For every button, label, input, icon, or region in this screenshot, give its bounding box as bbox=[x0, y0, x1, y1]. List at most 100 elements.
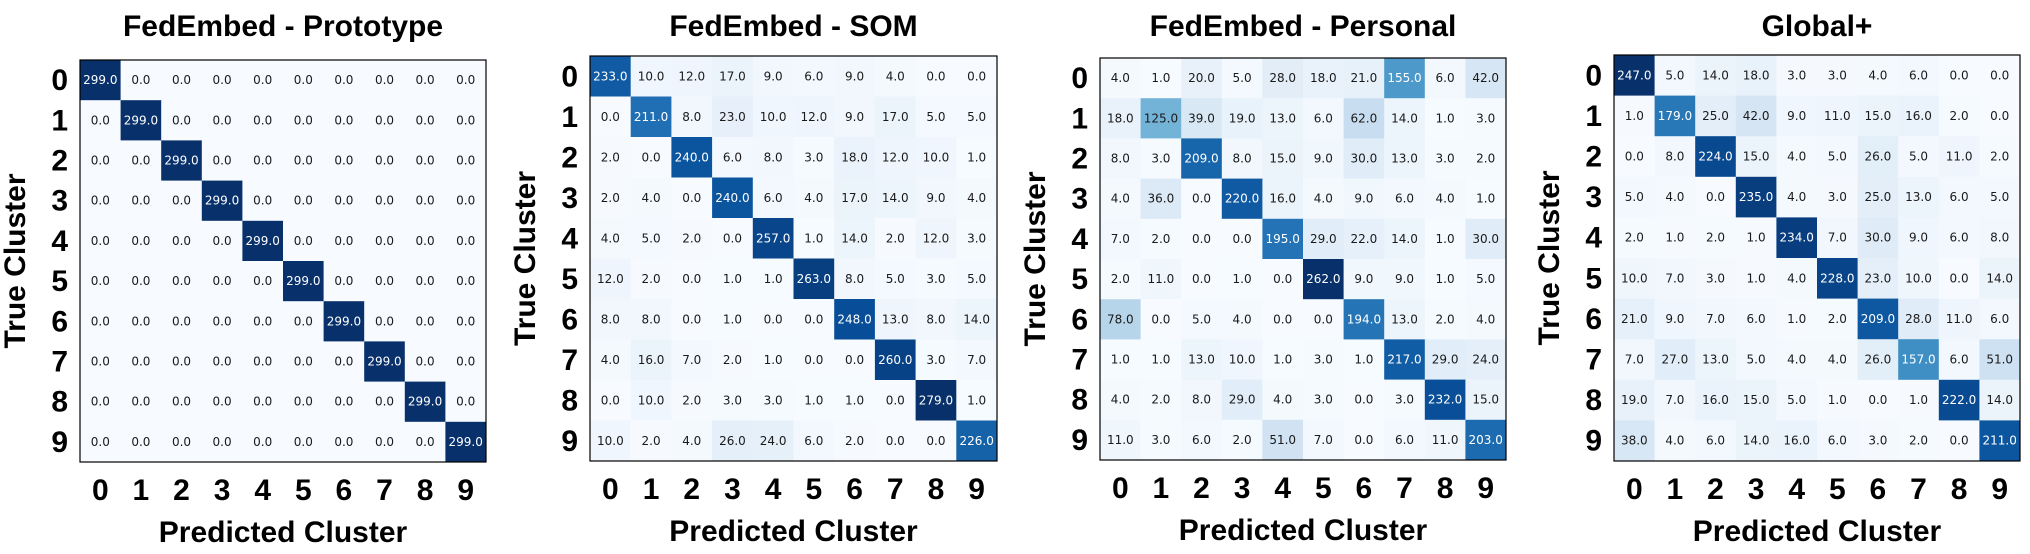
heatmap-cell bbox=[1221, 218, 1263, 260]
heatmap-cell bbox=[1735, 217, 1777, 259]
x-tick-label: 6 bbox=[336, 474, 353, 507]
cell-label: 1.0 bbox=[1747, 271, 1766, 285]
heatmap-cell bbox=[752, 137, 794, 178]
cell-label: 10.0 bbox=[1621, 271, 1648, 285]
heatmap-cell bbox=[712, 258, 754, 300]
heatmap-cell bbox=[834, 380, 876, 421]
cell-label: 0.0 bbox=[682, 191, 701, 205]
cell-label: 0.0 bbox=[294, 113, 313, 127]
cell-label: 8.0 bbox=[601, 312, 620, 326]
cell-label: 9.0 bbox=[764, 69, 783, 83]
cell-label: 5.0 bbox=[1233, 71, 1252, 85]
heatmap-cell bbox=[671, 380, 713, 421]
cell-label: 6.0 bbox=[1192, 433, 1211, 447]
heatmap-cell bbox=[80, 60, 122, 101]
cell-label: 247.0 bbox=[1617, 68, 1651, 82]
cell-label: 240.0 bbox=[715, 191, 749, 205]
heatmap-cell bbox=[712, 299, 754, 340]
heatmap-cell bbox=[445, 180, 487, 222]
cell-label: 7.0 bbox=[1314, 433, 1333, 447]
heatmap-cell bbox=[242, 140, 284, 182]
heatmap-cell bbox=[1776, 298, 1818, 340]
cell-label: 1.0 bbox=[1233, 272, 1252, 286]
heatmap-cell bbox=[793, 137, 835, 178]
cell-label: 1.0 bbox=[1273, 353, 1292, 367]
cell-label: 0.0 bbox=[253, 355, 272, 369]
heatmap-cell bbox=[1181, 379, 1223, 421]
heatmap-cell bbox=[1140, 339, 1182, 381]
cell-label: 0.0 bbox=[294, 395, 313, 409]
heatmap-cell bbox=[590, 339, 632, 381]
cell-label: 23.0 bbox=[1865, 271, 1892, 285]
heatmap-cell bbox=[630, 258, 672, 300]
cell-label: 0.0 bbox=[967, 69, 986, 83]
cell-label: 15.0 bbox=[1472, 393, 1499, 407]
heatmap-cell bbox=[630, 339, 672, 381]
cell-label: 11.0 bbox=[1946, 150, 1973, 164]
cell-label: 15.0 bbox=[1743, 393, 1770, 407]
cell-label: 10.0 bbox=[597, 434, 624, 448]
cell-label: 0.0 bbox=[91, 355, 110, 369]
cell-label: 0.0 bbox=[334, 435, 353, 449]
heatmap-cell bbox=[1424, 138, 1466, 180]
heatmap-cell bbox=[201, 180, 243, 222]
cell-label: 30.0 bbox=[1472, 232, 1499, 246]
cell-label: 228.0 bbox=[1820, 271, 1854, 285]
heatmap-cell bbox=[793, 258, 835, 300]
cell-label: 13.0 bbox=[1702, 353, 1729, 367]
heatmap-cell bbox=[834, 137, 876, 178]
heatmap-cell bbox=[590, 137, 632, 178]
heatmap-cell bbox=[1221, 259, 1263, 300]
cell-label: 2.0 bbox=[1990, 150, 2009, 164]
heatmap-cell bbox=[874, 56, 917, 97]
cell-label: 8.0 bbox=[682, 110, 701, 124]
heatmap-cell bbox=[80, 220, 122, 262]
cell-label: 0.0 bbox=[375, 395, 394, 409]
cell-label: 18.0 bbox=[1743, 68, 1770, 82]
heatmap-cell bbox=[1938, 339, 1980, 381]
cell-label: 0.0 bbox=[172, 355, 191, 369]
cell-label: 0.0 bbox=[253, 194, 272, 208]
cell-label: 5.0 bbox=[1625, 190, 1644, 204]
heatmap-cell bbox=[1898, 55, 1940, 97]
heatmap-cell bbox=[120, 60, 162, 101]
x-axis-label: Predicted Cluster bbox=[1179, 514, 1428, 547]
heatmap-cell bbox=[404, 341, 446, 383]
cell-label: 0.0 bbox=[213, 274, 232, 288]
cell-label: 7.0 bbox=[682, 353, 701, 367]
heatmap-cell bbox=[120, 180, 162, 222]
cell-label: 240.0 bbox=[675, 150, 709, 164]
heatmap-cell bbox=[364, 60, 406, 101]
heatmap-cell bbox=[201, 60, 243, 101]
cell-label: 1.0 bbox=[1665, 231, 1684, 245]
heatmap-cell bbox=[1465, 339, 1507, 381]
cell-label: 0.0 bbox=[253, 73, 272, 87]
cell-label: 17.0 bbox=[719, 69, 746, 83]
heatmap-cell bbox=[323, 301, 365, 342]
heatmap-cell bbox=[283, 421, 325, 463]
cell-label: 4.0 bbox=[1314, 192, 1333, 206]
cell-label: 29.0 bbox=[1229, 393, 1256, 407]
x-tick-label: 6 bbox=[1356, 472, 1373, 505]
cell-label: 299.0 bbox=[449, 435, 483, 449]
heatmap-cell bbox=[1100, 138, 1142, 180]
x-tick-label: 1 bbox=[643, 473, 660, 506]
cell-label: 0.0 bbox=[1990, 68, 2009, 82]
cell-label: 15.0 bbox=[1743, 150, 1770, 164]
y-tick-label: 1 bbox=[51, 104, 68, 137]
heatmap-cell bbox=[1221, 339, 1263, 381]
cell-label: 0.0 bbox=[1354, 433, 1373, 447]
cell-label: 16.0 bbox=[1702, 393, 1729, 407]
y-tick-label: 6 bbox=[1585, 303, 1602, 336]
cell-label: 51.0 bbox=[1269, 433, 1296, 447]
heatmap-cell bbox=[834, 339, 876, 381]
cell-label: 4.0 bbox=[1828, 353, 1847, 367]
heatmap-cell bbox=[1343, 259, 1385, 300]
y-tick-label: 8 bbox=[1071, 384, 1088, 417]
heatmap-cell bbox=[80, 140, 122, 182]
heatmap-cell bbox=[1384, 58, 1426, 99]
cell-label: 0.0 bbox=[131, 154, 150, 168]
heatmap-cell bbox=[1181, 138, 1223, 180]
cell-label: 2.0 bbox=[1476, 152, 1495, 166]
